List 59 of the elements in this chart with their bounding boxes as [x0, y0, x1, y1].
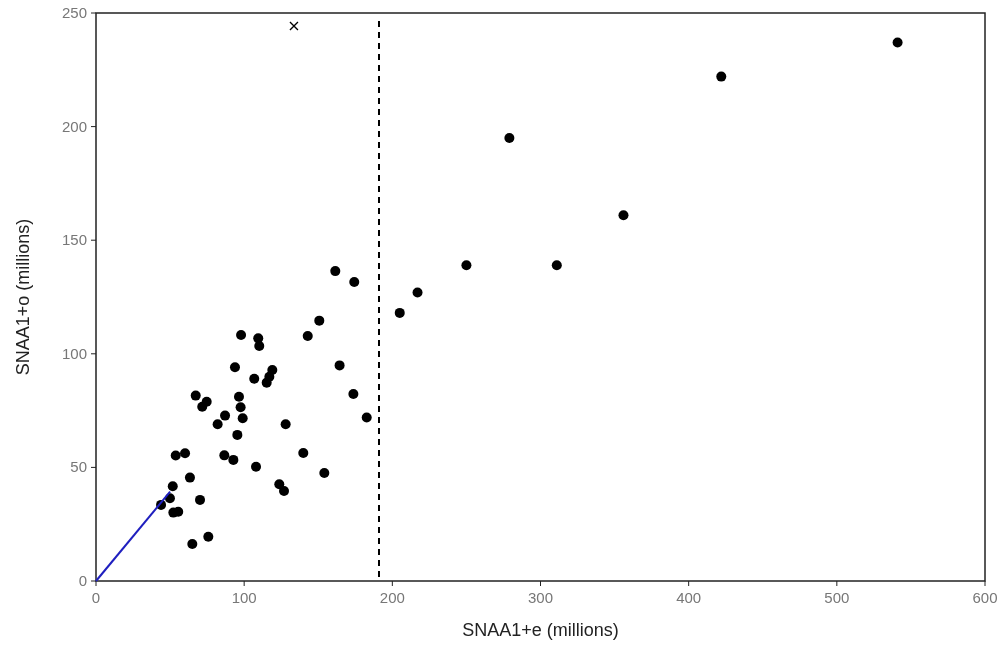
y-axis-title: SNAA1+o (millions): [13, 218, 33, 376]
point: [212, 419, 223, 430]
y-tick-label: 0: [78, 572, 87, 589]
point: [203, 531, 214, 542]
point: [892, 37, 903, 48]
x-tick-label: 300: [527, 589, 554, 606]
point: [334, 360, 345, 371]
point: [233, 391, 244, 402]
x-tick-label: 600: [972, 589, 998, 606]
point: [394, 307, 405, 318]
point: [235, 402, 246, 413]
x-tick-label: 0: [91, 589, 101, 606]
point: [180, 448, 191, 459]
x-axis-title: SNAA1+e (millions): [462, 620, 619, 640]
x-tick-label: 100: [231, 589, 257, 606]
point: [187, 538, 198, 549]
point: [504, 132, 515, 143]
point: [220, 410, 231, 421]
point: [167, 481, 178, 492]
point: [264, 371, 275, 382]
point: [348, 389, 359, 400]
y-tick-label: 200: [61, 117, 87, 135]
point: [298, 448, 309, 459]
point: [197, 401, 208, 412]
point: [190, 390, 201, 401]
point: [249, 373, 260, 384]
point: [236, 329, 247, 340]
y-tick-label: 250: [61, 4, 87, 21]
point: [251, 461, 262, 472]
x-tick-label: 200: [379, 589, 405, 606]
point: [319, 468, 330, 479]
point: [302, 331, 313, 342]
point: [232, 429, 243, 440]
point: [551, 260, 562, 271]
point: [219, 450, 230, 461]
point: [461, 260, 472, 271]
point: [361, 412, 372, 423]
point: [716, 71, 727, 82]
point: [274, 479, 285, 490]
point: [280, 419, 291, 430]
y-tick-label: 50: [70, 458, 87, 476]
point: [184, 472, 195, 483]
point: [254, 341, 265, 352]
point: [195, 494, 206, 505]
point: [330, 266, 341, 277]
point: [228, 454, 239, 465]
x-tick-label: 500: [824, 589, 850, 606]
point: [237, 413, 248, 424]
point: [170, 450, 181, 461]
point: [618, 210, 629, 221]
point: [314, 315, 325, 326]
point: [349, 277, 360, 288]
point: [289, 21, 299, 31]
point: [279, 486, 290, 497]
point: [412, 287, 423, 298]
point: [229, 362, 240, 373]
y-tick-label: 100: [61, 344, 87, 362]
x-tick-label: 400: [676, 589, 702, 606]
y-tick-label: 150: [61, 231, 87, 249]
